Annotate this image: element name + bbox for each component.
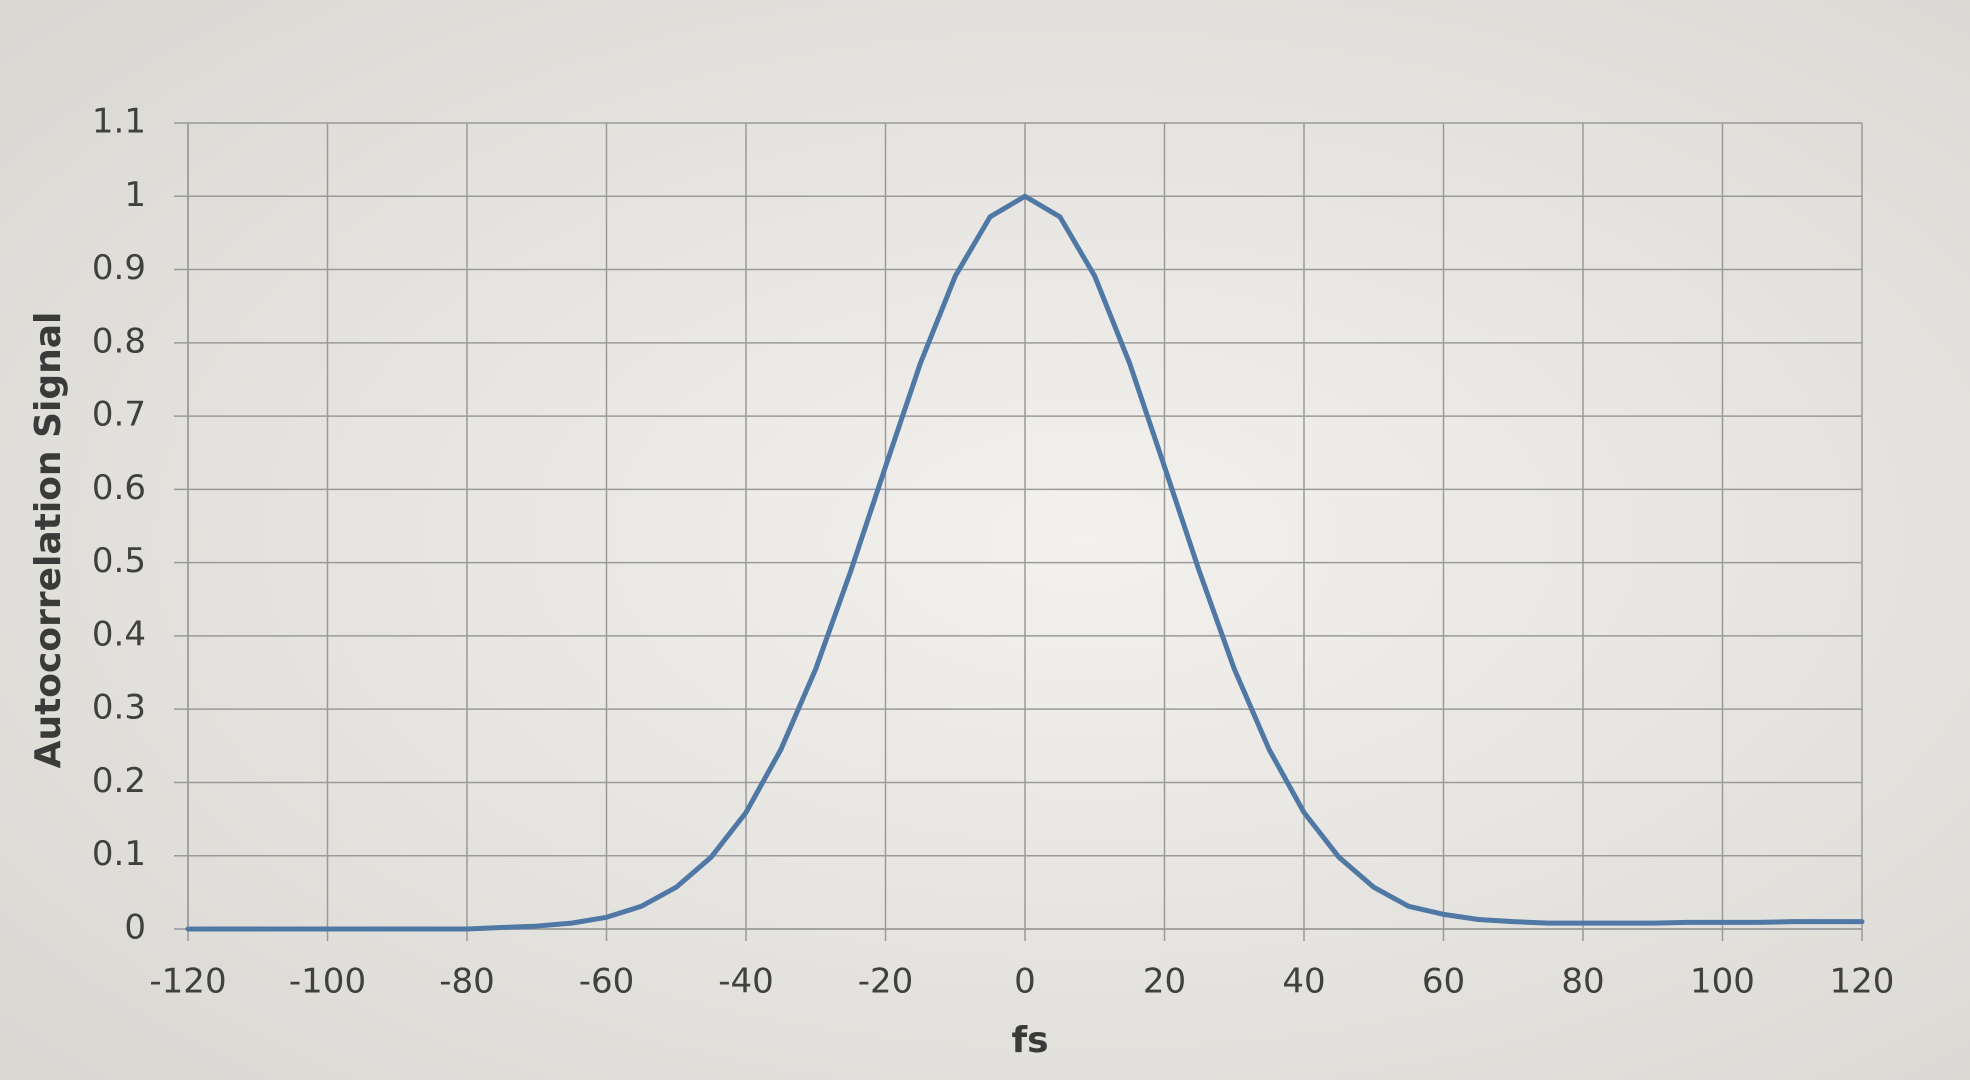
x-tick-label: 80 (1561, 962, 1604, 1002)
y-tick-label: 0.9 (92, 248, 146, 288)
y-tick-label: 0.2 (92, 761, 146, 801)
x-tick-label: 20 (1143, 962, 1186, 1002)
x-tick-label: 120 (1830, 962, 1895, 1002)
y-tick-label: 0.1 (92, 834, 146, 874)
y-tick-label: 0.4 (92, 614, 146, 654)
data-line (185, 193, 1865, 932)
y-tick-label: 0.3 (92, 688, 146, 728)
x-tick-label: -40 (718, 962, 774, 1002)
x-tick-label: 60 (1422, 962, 1465, 1002)
x-tick-label: -60 (579, 962, 635, 1002)
y-tick-label: 1 (124, 175, 146, 215)
x-tick-label: -20 (858, 962, 914, 1002)
x-tick-label: 0 (1014, 962, 1036, 1002)
x-axis-title: fs (1011, 1020, 1048, 1061)
y-tick-label: 0.8 (92, 321, 146, 361)
x-tick-label: 40 (1282, 962, 1325, 1002)
y-tick-label: 0 (124, 908, 146, 948)
y-tick-label: 1.1 (92, 102, 146, 142)
y-axis-title: Autocorrelation Signal (28, 312, 69, 769)
y-tick-label: 0.6 (92, 468, 146, 508)
y-tick-label: 0.5 (92, 541, 146, 581)
x-tick-label: -80 (439, 962, 495, 1002)
x-tick-label: 100 (1690, 962, 1755, 1002)
x-tick-label: -120 (149, 962, 226, 1002)
x-tick-label: -100 (289, 962, 366, 1002)
y-tick-label: 0.7 (92, 395, 146, 435)
